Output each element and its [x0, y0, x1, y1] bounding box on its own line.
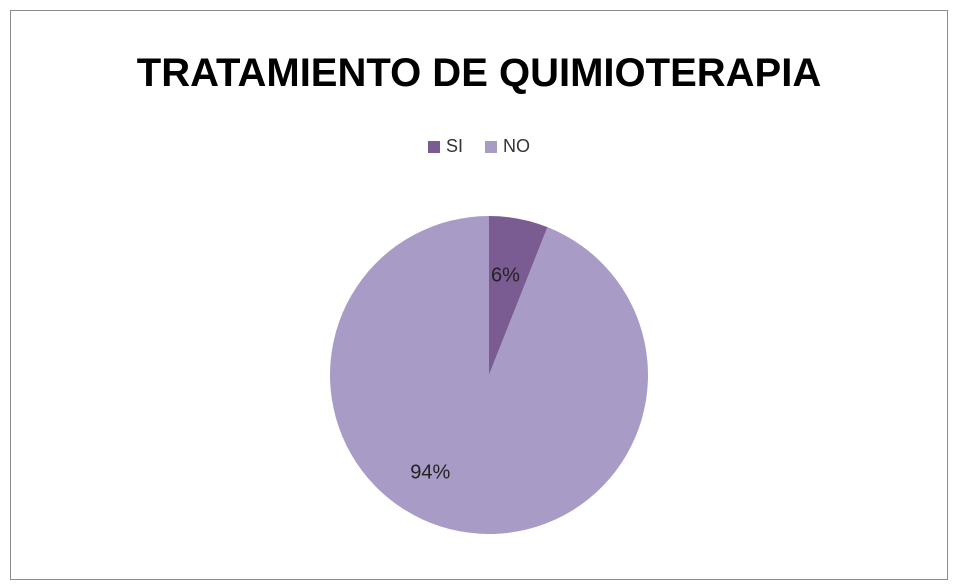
chart-title: TRATAMIENTO DE QUIMIOTERAPIA [136, 51, 822, 95]
legend-swatch-si [427, 140, 440, 153]
legend-swatch-no [485, 140, 497, 153]
legend: SI NO [11, 136, 947, 157]
pie-slice-si [489, 216, 548, 375]
pie-label-si: 6% [491, 264, 520, 286]
pie-slice-no [329, 216, 648, 534]
legend-item-no: NO [485, 136, 530, 157]
legend-label-si: SI [445, 136, 463, 156]
legend-item-si: SI [427, 136, 463, 157]
legend-label-no: NO [503, 136, 530, 156]
pie-label-no: 94% [410, 462, 450, 484]
